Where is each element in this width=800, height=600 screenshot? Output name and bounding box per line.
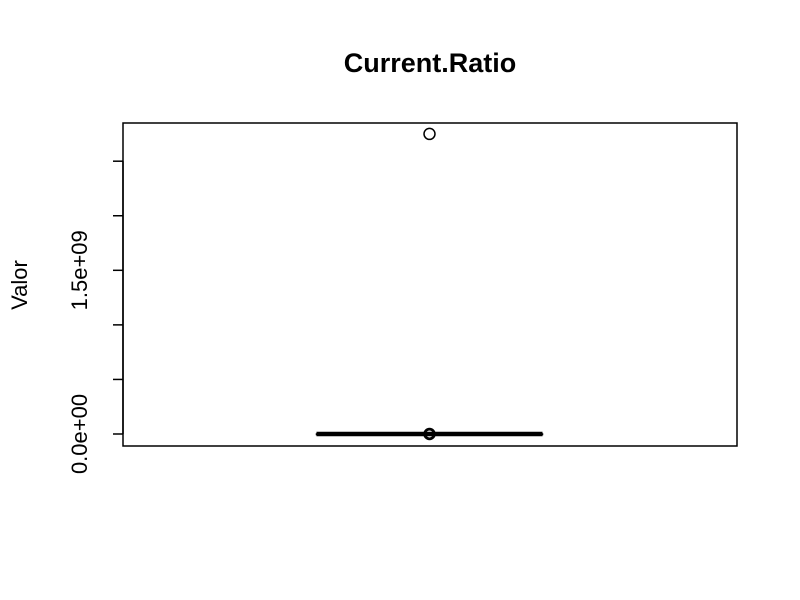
y-axis-label: Valor [7,260,32,310]
y-axis [113,160,124,435]
outlier-points [423,127,436,441]
chart-title: Current.Ratio [344,48,517,78]
outlier-point [424,429,435,439]
outlier-point [423,127,436,141]
y-tick-label: 1.5e+09 [67,230,92,310]
y-tick-labels: 0.0e+00 1.5e+09 [67,230,92,474]
box-group [315,431,544,437]
outlier-point [423,427,436,441]
y-tick-label: 0.0e+00 [67,394,92,474]
plot-frame [122,122,738,447]
